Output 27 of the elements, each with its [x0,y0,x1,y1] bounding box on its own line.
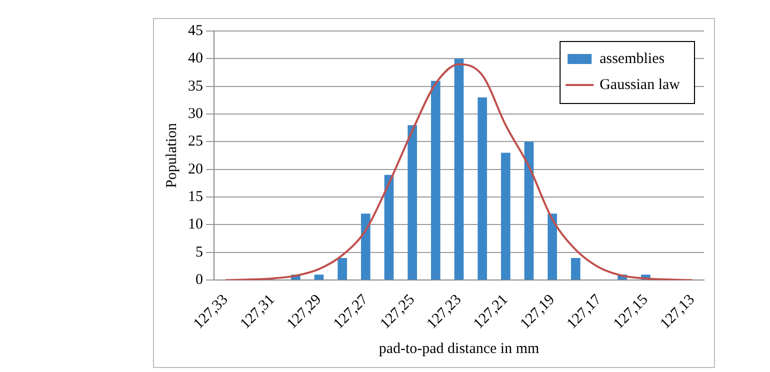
legend-label: assemblies [600,50,665,67]
legend-label: Gaussian law [600,76,680,93]
bar [384,174,394,280]
y-tick-label: 25 [188,134,203,150]
x-axis-title: pad-to-pad distance in mm [378,340,540,357]
bar [408,125,417,280]
bar [361,214,370,280]
bar [571,258,580,280]
y-tick-label: 30 [188,106,203,122]
y-tick-label: 15 [188,189,203,206]
y-axis-title: Population [164,122,180,188]
bar [314,274,324,280]
y-tick-label: 40 [188,50,203,67]
bar [431,80,440,280]
bar [548,214,557,280]
bar [338,258,347,280]
y-tick-label: 0 [196,272,203,288]
bar [524,142,534,280]
bar [454,58,464,280]
y-tick-label: 20 [188,161,203,178]
bar [478,97,487,280]
y-tick-label: 10 [188,216,203,233]
bar [501,152,510,280]
y-tick-label: 5 [196,244,203,260]
y-tick-label: 45 [188,22,203,39]
line-series [224,63,694,280]
y-tick-label: 35 [188,78,203,94]
